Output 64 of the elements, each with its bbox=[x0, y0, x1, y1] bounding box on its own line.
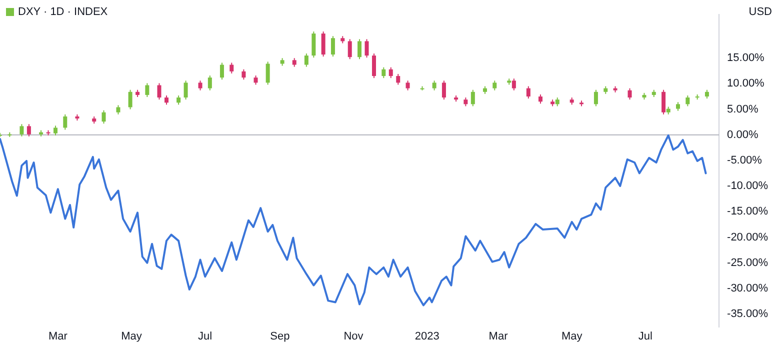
y-tick-label: 10.00% bbox=[727, 78, 765, 90]
candlestick bbox=[348, 38, 352, 60]
candlestick bbox=[102, 110, 106, 124]
x-tick-label: Mar bbox=[48, 330, 68, 342]
candlestick bbox=[254, 75, 258, 86]
candlestick bbox=[372, 52, 376, 79]
candlestick bbox=[304, 52, 308, 68]
candlestick bbox=[230, 62, 234, 74]
candlestick bbox=[184, 80, 188, 100]
candlestick bbox=[594, 89, 598, 107]
y-tick-label: -35.00% bbox=[727, 308, 768, 320]
candlestick bbox=[198, 80, 202, 91]
x-tick-label: Sep bbox=[270, 330, 290, 342]
y-tick-label: -15.00% bbox=[727, 206, 768, 218]
candlestick bbox=[128, 89, 132, 110]
candlestick bbox=[63, 114, 68, 130]
candlestick bbox=[321, 30, 326, 58]
candlestick bbox=[492, 80, 497, 91]
candlestick bbox=[176, 94, 181, 106]
y-tick-label: -30.00% bbox=[727, 282, 768, 294]
candlestick bbox=[220, 62, 224, 80]
candlestick bbox=[364, 38, 369, 58]
y-tick-label: -20.00% bbox=[727, 231, 768, 244]
x-tick-label: Nov bbox=[344, 330, 364, 342]
y-axis-title: USD bbox=[748, 6, 772, 18]
candlestick bbox=[470, 89, 475, 107]
candlestick bbox=[432, 80, 436, 91]
candlestick bbox=[208, 75, 212, 91]
candlestick bbox=[145, 82, 150, 98]
candlestick bbox=[538, 94, 542, 104]
candlestick bbox=[396, 73, 400, 86]
x-tick-label: 2023 bbox=[414, 330, 440, 342]
candlestick bbox=[53, 125, 58, 136]
candlestick bbox=[164, 94, 168, 106]
candlestick bbox=[242, 68, 246, 80]
y-tick-label: -5.00% bbox=[727, 154, 762, 166]
y-tick-label: -25.00% bbox=[727, 256, 768, 269]
y-tick-label: 15.00% bbox=[727, 52, 765, 64]
x-tick-label: May bbox=[121, 330, 142, 342]
candlestick bbox=[358, 38, 362, 60]
candlestick bbox=[512, 78, 516, 91]
candlestick bbox=[526, 86, 530, 100]
y-tick-label: -10.00% bbox=[727, 180, 768, 192]
candlestick bbox=[20, 124, 24, 137]
candlestick bbox=[157, 82, 162, 100]
y-tick-label: 5.00% bbox=[727, 103, 758, 116]
candlestick bbox=[266, 61, 270, 86]
candlestick bbox=[406, 80, 410, 91]
candlestick bbox=[26, 124, 31, 137]
candlestick bbox=[116, 104, 120, 115]
candlestick bbox=[382, 66, 386, 79]
x-tick-label: Mar bbox=[488, 330, 508, 342]
candlestick bbox=[662, 89, 666, 115]
candlestick bbox=[330, 36, 335, 58]
candlestick bbox=[388, 66, 393, 79]
y-tick-label: 0.00% bbox=[727, 128, 758, 141]
x-tick-label: Jul bbox=[638, 330, 652, 342]
candlestick bbox=[628, 88, 632, 100]
candlestick bbox=[686, 94, 690, 107]
x-tick-label: May bbox=[561, 330, 583, 342]
candlestick bbox=[442, 80, 446, 100]
legend-label: DXY · 1D · INDEX bbox=[18, 5, 108, 20]
candlestick bbox=[312, 30, 316, 58]
x-tick-label: Jul bbox=[198, 330, 212, 342]
